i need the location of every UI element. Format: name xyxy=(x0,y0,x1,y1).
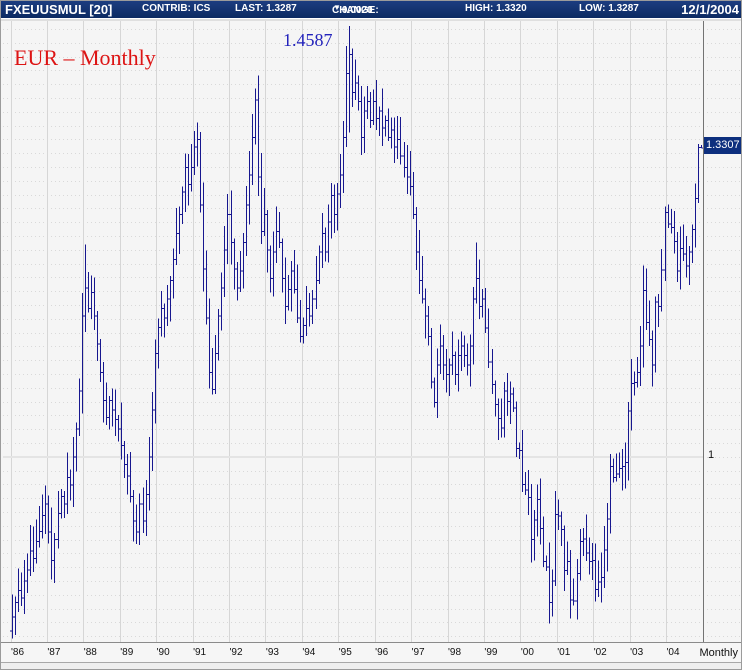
symbol-label: FXEUUSMUL [20] xyxy=(5,2,113,17)
x-axis-tick-label: '02 xyxy=(593,647,607,658)
low-price-label: LOW: 1.3287 xyxy=(579,3,639,14)
interval-label: Monthly xyxy=(699,647,738,659)
x-axis-tick-label: '95 xyxy=(338,647,352,658)
quote-header-bar: FXEUUSMUL [20] CONTRIB: ICS LAST: 1.3287… xyxy=(1,1,741,18)
chart-plot-area[interactable]: EUR – Monthly 1.4587 1.3307 1 xyxy=(1,21,741,642)
contrib-label: CONTRIB: ICS xyxy=(142,3,211,14)
x-axis-tick-label: '03 xyxy=(630,647,644,658)
series-title: EUR – Monthly xyxy=(14,45,156,70)
down-arrow-icon: ▼ xyxy=(333,3,341,12)
change-caption: CHANGE: xyxy=(332,5,379,16)
x-axis-tick-label: '91 xyxy=(193,647,207,658)
x-axis-tick-label: '87 xyxy=(47,647,61,658)
y-axis-unit-label: 1 xyxy=(708,449,715,461)
x-axis-tick-label: '97 xyxy=(411,647,425,658)
peak-price-annotation: 1.4587 xyxy=(283,30,333,50)
x-axis-tick-label: '99 xyxy=(484,647,498,658)
last-price-label: LAST: 1.3287 xyxy=(235,3,297,14)
x-axis-tick-label: '04 xyxy=(666,647,680,658)
x-axis-tick-label: '96 xyxy=(375,647,389,658)
change-value: 0.0020 xyxy=(341,5,373,16)
x-axis-tick-label: '90 xyxy=(156,647,170,658)
current-price-box: 1.3307 xyxy=(704,137,741,154)
price-bars-canvas xyxy=(3,21,741,642)
high-price-label: HIGH: 1.3320 xyxy=(465,3,527,14)
x-axis-tick-label: '00 xyxy=(520,647,534,658)
x-axis-tick-label: '86 xyxy=(10,647,25,658)
header-bevel-divider xyxy=(1,18,741,21)
x-axis-tick-label: '98 xyxy=(448,647,462,658)
x-axis: Monthly '86 '87 '88 '89 '90 '91 '92 '93 '94 '95 '9… xyxy=(1,642,741,662)
x-axis-tick-label: '88 xyxy=(83,647,97,658)
x-axis-tick-label: '94 xyxy=(302,647,316,658)
x-axis-tick-label: '89 xyxy=(120,647,134,658)
x-axis-tick-label: '92 xyxy=(229,647,243,658)
x-axis-tick-label: '93 xyxy=(265,647,279,658)
window-bottom-edge xyxy=(1,662,741,669)
date-label: 12/1/2004 xyxy=(681,2,739,17)
change-label: CHANGE: ▼ 0.0020 xyxy=(332,3,379,16)
x-axis-tick-label: '01 xyxy=(557,647,571,658)
